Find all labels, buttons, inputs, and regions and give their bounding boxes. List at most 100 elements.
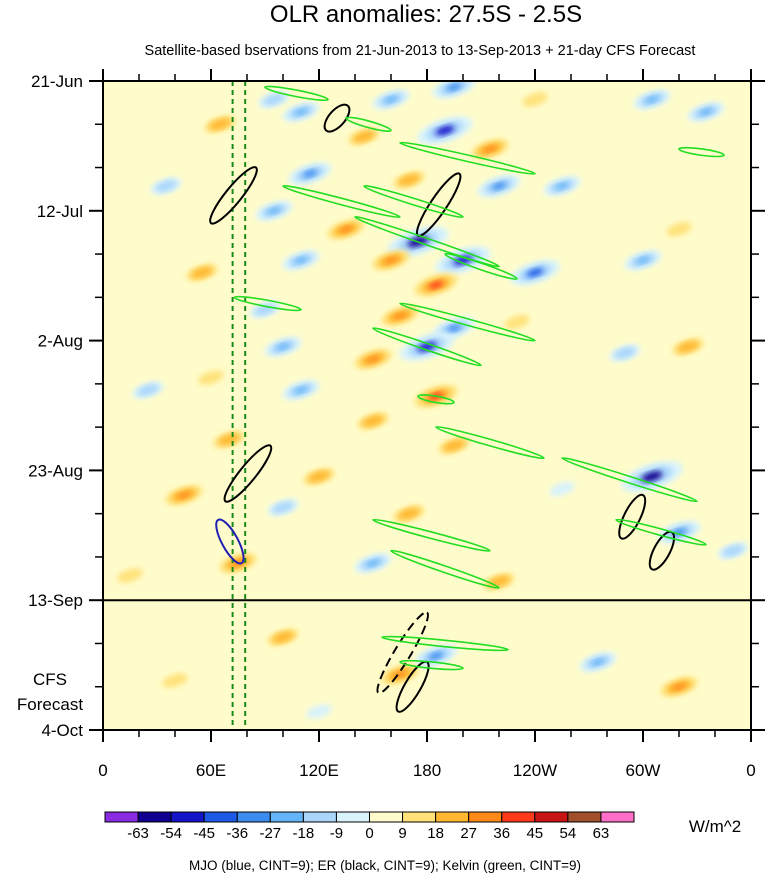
anomaly-blob xyxy=(302,169,318,178)
colorbar-tick-label: 18 xyxy=(427,825,444,842)
forecast-label-line-1: CFS xyxy=(33,670,67,689)
x-tick-label: 120E xyxy=(299,761,339,780)
anomaly-blob xyxy=(294,256,308,264)
er-contour xyxy=(323,103,351,133)
colorbar-tick-label: 45 xyxy=(526,825,543,842)
colorbar-swatch xyxy=(170,811,205,823)
kelvin-contour xyxy=(390,549,500,589)
anomaly-field xyxy=(117,81,749,719)
anomaly-blob xyxy=(446,324,462,333)
colorbar-tick-label: -9 xyxy=(330,825,343,842)
footnote: MJO (blue, CINT=9); ER (black, CINT=9); … xyxy=(189,858,581,873)
anomaly-blob xyxy=(666,222,692,237)
colorbar-swatch xyxy=(203,811,238,823)
kelvin-contour xyxy=(399,302,536,342)
colorbar-swatch xyxy=(335,811,370,823)
anomaly-blob xyxy=(398,174,420,186)
colorbar-tick-label: 27 xyxy=(460,825,477,842)
anomaly-blob xyxy=(526,268,544,277)
chart-subtitle: Satellite-based bservations from 21-Jun-… xyxy=(145,43,696,59)
anomaly-blob xyxy=(339,225,353,233)
colorbar-tick-label: 9 xyxy=(398,825,406,842)
forecast-label-line-2: Forecast xyxy=(17,695,83,714)
kelvin-contour xyxy=(399,659,464,671)
x-tick-label: 60E xyxy=(196,761,226,780)
anomaly-blob xyxy=(267,207,281,215)
anomaly-blob xyxy=(366,355,380,363)
colorbar-tick-label: -45 xyxy=(193,825,215,842)
colorbar-unit: W/m^2 xyxy=(689,817,741,836)
anomaly-blob xyxy=(504,314,530,330)
anomaly-blob xyxy=(209,118,231,130)
kelvin-contour xyxy=(417,394,455,405)
anomaly-blob xyxy=(722,545,744,557)
colorbar-swatch xyxy=(104,811,139,823)
y-tick-label: 21-Jun xyxy=(31,72,83,91)
anomaly-blob xyxy=(162,673,188,688)
colorbar-tick-label: -27 xyxy=(259,825,281,842)
plot-area xyxy=(102,80,752,731)
anomaly-blob xyxy=(155,180,177,192)
anomaly-blob xyxy=(117,568,143,583)
anomaly-blob xyxy=(366,559,380,567)
x-tick-label: 60W xyxy=(626,761,661,780)
anomaly-blob xyxy=(671,528,687,537)
kelvin-contour xyxy=(282,184,401,219)
anomaly-blob xyxy=(555,182,569,190)
y-tick-label: 13-Sep xyxy=(28,591,83,610)
anomaly-blob xyxy=(641,471,663,482)
anomaly-blob xyxy=(393,312,407,320)
anomaly-blob xyxy=(362,415,384,427)
colorbar-swatch xyxy=(534,811,569,823)
anomaly-blob xyxy=(272,631,294,643)
anomaly-blob xyxy=(435,125,455,136)
colorbar-swatch xyxy=(501,811,536,823)
x-tick-label: 180 xyxy=(413,761,441,780)
colorbar-swatch xyxy=(468,811,503,823)
anomaly-blob xyxy=(522,92,548,107)
anomaly-blob xyxy=(491,182,507,190)
mjo-contour xyxy=(215,518,245,565)
anomaly-blob xyxy=(276,343,290,351)
kelvin-contour xyxy=(345,116,392,132)
anomaly-blob xyxy=(549,481,575,497)
anomaly-blob xyxy=(191,266,213,279)
colorbar-tick-label: -18 xyxy=(293,825,315,842)
kelvin-contour xyxy=(615,518,707,546)
x-tick-label: 120W xyxy=(513,761,557,780)
colorbar-swatch xyxy=(269,811,304,823)
y-tick-label: 2-Aug xyxy=(38,332,83,351)
anomaly-blob xyxy=(218,433,240,446)
wave-contours xyxy=(209,85,725,713)
kelvin-contour xyxy=(399,141,536,175)
anomaly-blob xyxy=(306,704,332,719)
x-tick-label: 0 xyxy=(746,761,755,780)
colorbar-tick-label: 54 xyxy=(560,825,577,842)
kelvin-contour xyxy=(561,457,698,503)
y-axis: 21-Jun 12-Jul 2-Aug 23-Aug 13-Sep 4-Oct xyxy=(28,72,765,740)
anomaly-blob xyxy=(614,347,636,359)
anomaly-blob xyxy=(428,651,444,660)
colorbar-tick-label: 63 xyxy=(593,825,610,842)
y-tick-label: 12-Jul xyxy=(37,202,83,221)
kelvin-contour xyxy=(363,184,464,219)
colorbar-tick-label: -36 xyxy=(226,825,248,842)
kelvin-contour xyxy=(678,146,725,158)
kelvin-contour xyxy=(372,518,491,552)
anomaly-blob xyxy=(398,507,420,520)
y-tick-label: 23-Aug xyxy=(28,461,83,480)
anomaly-blob xyxy=(446,83,462,92)
colorbar-tick-label: 0 xyxy=(365,825,373,842)
colorbar-tick-label: -63 xyxy=(127,825,149,842)
kelvin-contour xyxy=(372,327,482,367)
anomaly-blob xyxy=(384,256,398,264)
anomaly-blob xyxy=(308,470,330,483)
kelvin-contour xyxy=(435,426,545,460)
er-contour xyxy=(376,611,429,695)
anomaly-blob xyxy=(483,145,497,153)
anomaly-blob xyxy=(428,281,444,289)
kelvin-contour xyxy=(233,295,302,312)
er-contour xyxy=(618,493,647,540)
colorbar-swatch xyxy=(435,811,470,823)
